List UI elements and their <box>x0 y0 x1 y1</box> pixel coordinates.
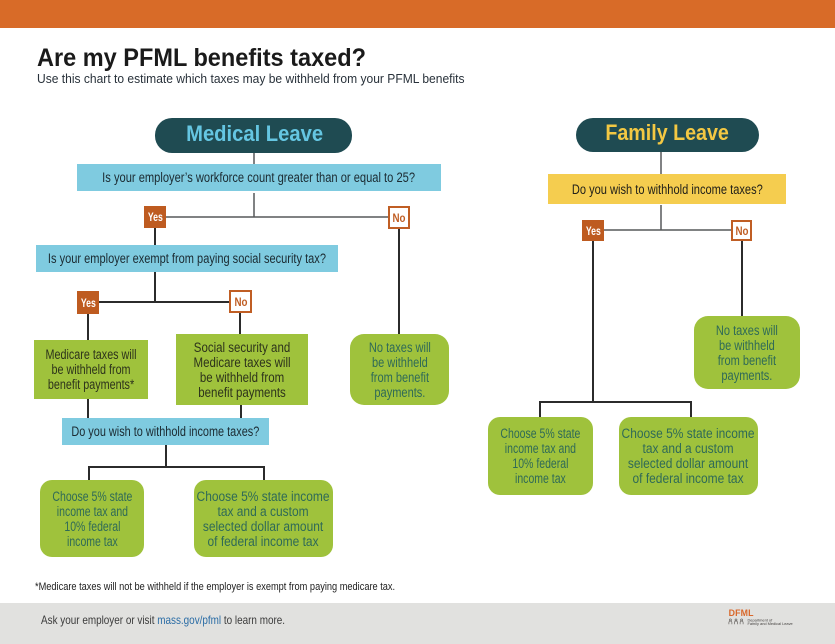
svg-text:Department of: Department of <box>748 617 774 622</box>
svg-text:Family and Medical Leave: Family and Medical Leave <box>748 621 793 626</box>
svg-text:DFML: DFML <box>729 608 755 618</box>
